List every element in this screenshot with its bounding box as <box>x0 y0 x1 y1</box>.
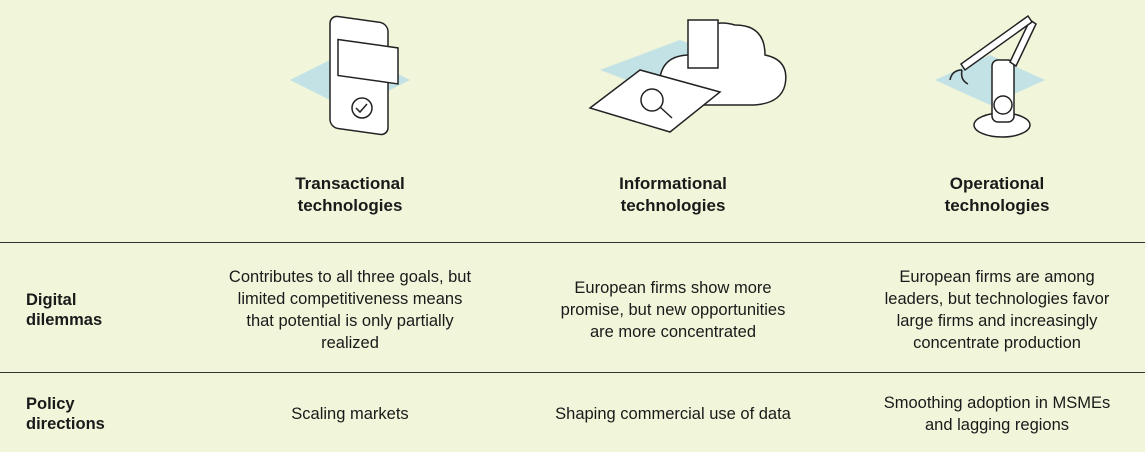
cell: Shaping commercial use of data <box>555 405 791 423</box>
row-label: Digital dilemmas <box>26 291 103 329</box>
column-title: Operational technologies <box>944 174 1050 215</box>
cell: European firms are among leaders, but te… <box>884 268 1110 352</box>
cell: Contributes to all three goals, but limi… <box>228 268 472 352</box>
informational-icon <box>588 19 787 133</box>
divider <box>0 242 1145 243</box>
row-label: Policy directions <box>26 395 105 433</box>
operational-icon <box>935 14 1045 138</box>
cell: European firms show more promise, but ne… <box>560 279 786 341</box>
cell: Scaling markets <box>291 405 409 423</box>
icons <box>290 14 1045 138</box>
column-title: Transactional technologies <box>295 174 405 215</box>
cell: Smoothing adoption in MSMEs and lagging … <box>883 394 1111 434</box>
divider <box>0 372 1145 373</box>
column-title: Informational technologies <box>619 174 727 215</box>
transactional-icon <box>290 15 410 136</box>
